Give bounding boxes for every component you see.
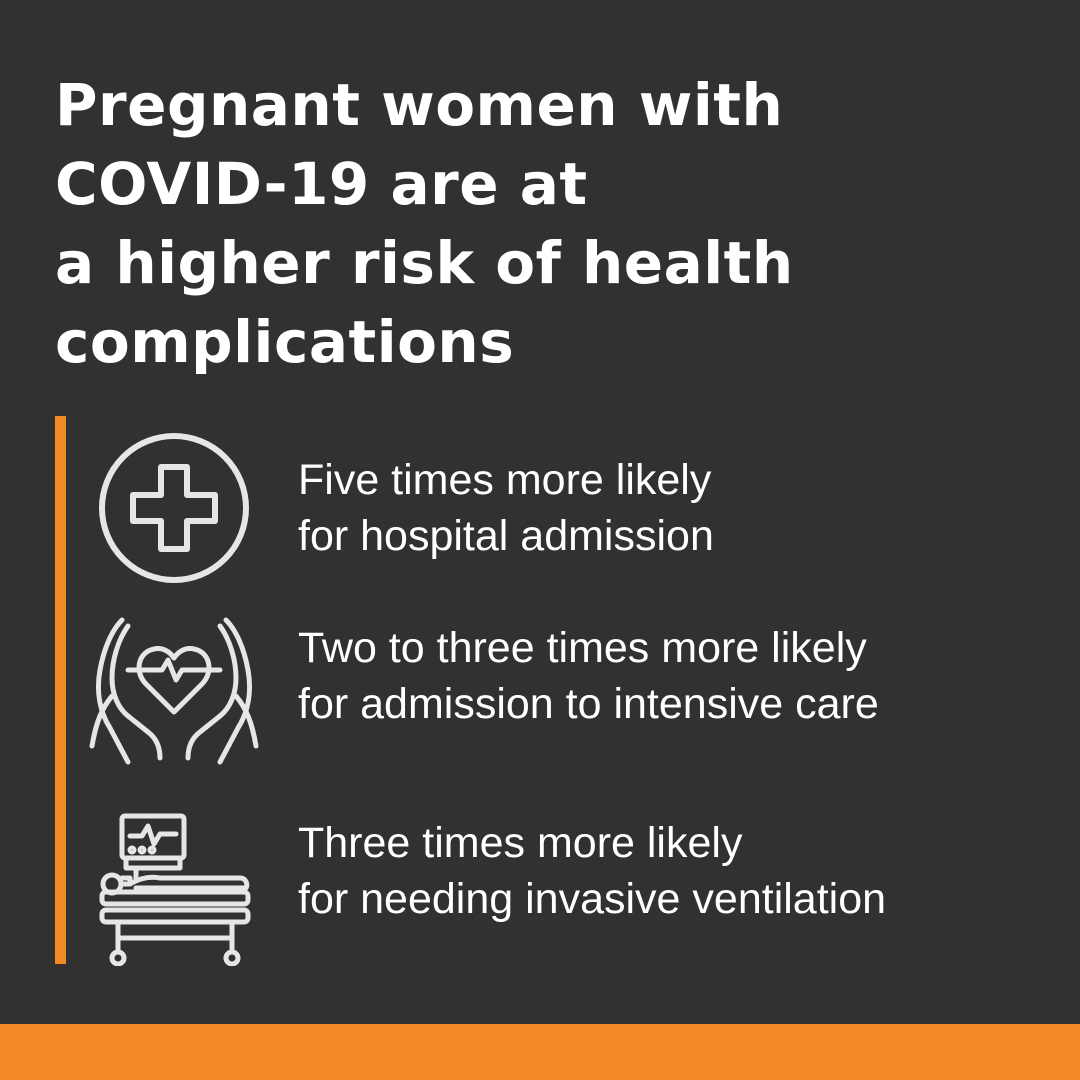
stat-invasive-ventilation: Three times more likely for needing inva… bbox=[298, 815, 886, 927]
headline-line: a higher risk of health bbox=[55, 229, 794, 297]
stat-line: Three times more likely bbox=[298, 819, 743, 867]
stat-line: Five times more likely bbox=[298, 456, 712, 504]
footer-accent-bar bbox=[0, 1024, 1080, 1080]
headline-line: complications bbox=[55, 308, 515, 376]
stat-intensive-care: Two to three times more likely for admis… bbox=[298, 620, 879, 732]
headline-line: Pregnant women with bbox=[55, 71, 784, 139]
stat-line: for admission to intensive care bbox=[298, 680, 879, 728]
headline-line: COVID-19 are at bbox=[55, 150, 588, 218]
accent-bar bbox=[55, 416, 66, 964]
hands-heart-icon bbox=[88, 612, 260, 772]
stat-line: for needing invasive ventilation bbox=[298, 875, 887, 923]
hospital-bed-ventilator-icon bbox=[96, 812, 254, 966]
medical-cross-icon bbox=[98, 432, 250, 584]
headline: Pregnant women with COVID-19 are at a hi… bbox=[55, 66, 955, 382]
stat-hospital-admission: Five times more likely for hospital admi… bbox=[298, 452, 714, 564]
stat-line: Two to three times more likely bbox=[298, 624, 867, 672]
stat-line: for hospital admission bbox=[298, 512, 714, 560]
